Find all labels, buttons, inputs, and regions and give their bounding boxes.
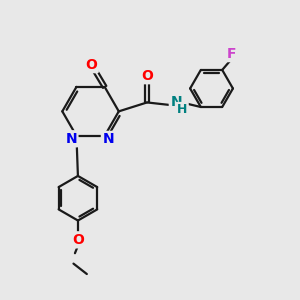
Text: O: O [72, 233, 84, 247]
Text: N: N [65, 132, 77, 146]
Text: N: N [170, 95, 182, 109]
Text: O: O [85, 58, 97, 72]
Text: N: N [102, 132, 114, 146]
Text: O: O [141, 69, 153, 83]
Text: H: H [177, 103, 187, 116]
Text: F: F [226, 46, 236, 61]
